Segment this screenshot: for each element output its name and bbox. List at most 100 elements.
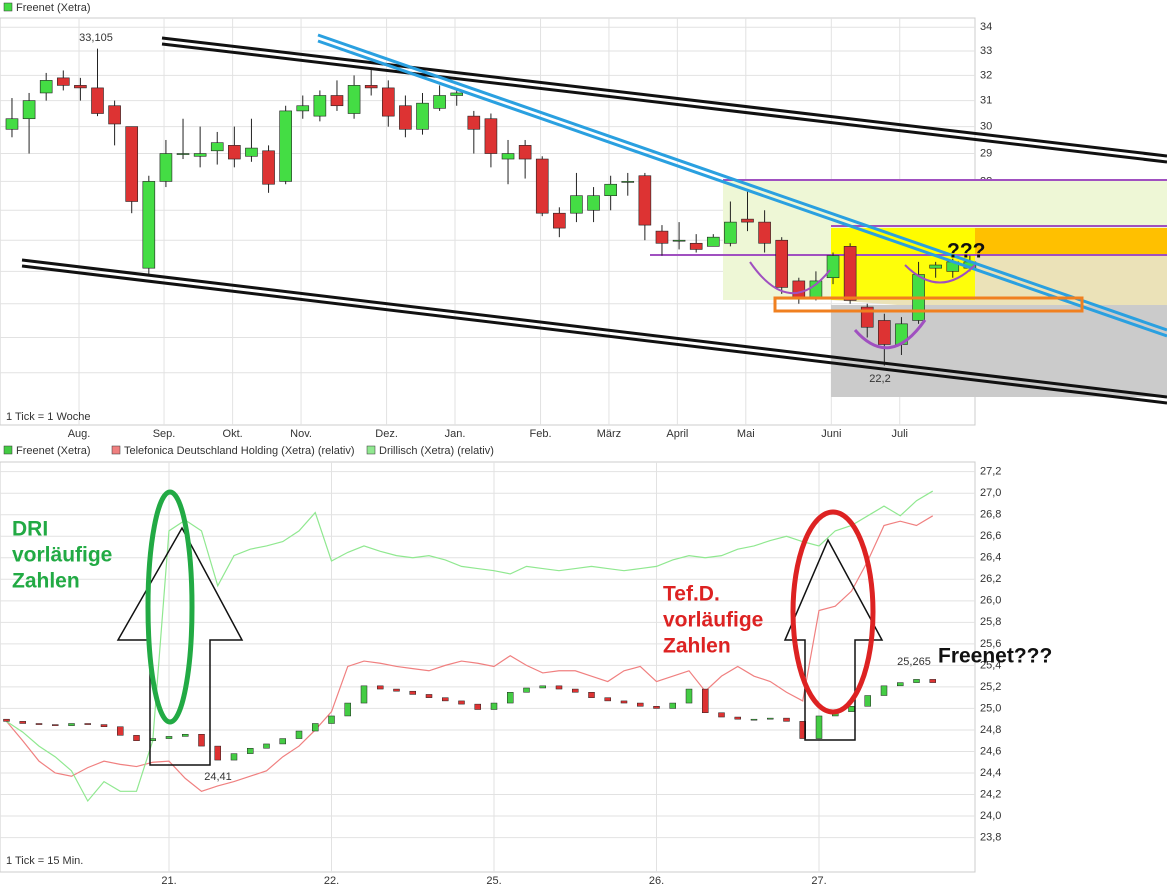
annotation: Zahlen — [12, 570, 80, 593]
candle-body — [214, 745, 221, 761]
x-tick-label: 22. — [324, 875, 339, 887]
candle-body — [296, 105, 310, 112]
bottom-plot-area — [0, 461, 976, 873]
candle-body — [523, 687, 530, 693]
candle-body — [176, 153, 190, 155]
x-tick-label: Mai — [737, 428, 755, 440]
candle-body — [826, 255, 840, 279]
candle-body — [553, 212, 566, 229]
arrow — [783, 538, 884, 741]
legend-swatch — [3, 445, 13, 455]
candle-body — [843, 246, 857, 301]
candle-body — [587, 195, 600, 211]
arrow — [116, 526, 244, 766]
candle-body — [767, 717, 774, 720]
legend-swatch — [111, 445, 121, 455]
x-tick-label: März — [597, 428, 621, 440]
candle-body — [621, 181, 635, 183]
candle-body — [775, 239, 789, 288]
candle-body — [718, 712, 725, 718]
candle-body — [210, 142, 224, 152]
y-tick-label: 24,8 — [980, 724, 1001, 736]
candle-body — [182, 734, 189, 737]
value-label: 24,41 — [204, 771, 232, 783]
candle-body — [724, 221, 737, 244]
y-tick-label: 25,2 — [980, 681, 1001, 693]
arc — [749, 261, 831, 295]
x-tick-label: 26. — [649, 875, 664, 887]
annotation: Zahlen — [663, 635, 731, 658]
y-tick-label: 34 — [980, 21, 992, 33]
candle-body — [409, 690, 416, 695]
candle-body — [518, 145, 532, 160]
candle-body — [880, 685, 888, 696]
candle-body — [792, 280, 806, 298]
candle-body — [328, 715, 335, 724]
candle-body — [588, 692, 595, 698]
candle-body — [913, 679, 920, 683]
trend-line — [317, 33, 1167, 332]
candle-body — [198, 734, 205, 747]
candle-body — [91, 87, 104, 114]
candle-body — [399, 105, 412, 130]
candle-body — [247, 747, 254, 754]
x-tick-label: 25. — [486, 875, 501, 887]
candle-body — [393, 688, 400, 692]
x-tick-label: Juni — [821, 428, 841, 440]
x-tick-label: Sep. — [153, 428, 176, 440]
candle-body — [655, 230, 669, 244]
value-label: 25,265 — [897, 656, 931, 668]
candle-body — [535, 158, 549, 214]
support-box — [773, 296, 1084, 313]
candle-body — [228, 145, 241, 160]
annotation: vorläufige — [663, 609, 763, 632]
candle-body — [425, 694, 433, 698]
candle-body — [474, 703, 481, 710]
candle-body — [620, 700, 628, 704]
arc — [904, 264, 976, 284]
candle-body — [230, 753, 238, 761]
annotation: vorläufige — [12, 544, 112, 567]
legend-entry: Freenet (Xetra) — [16, 2, 91, 14]
candle-body — [19, 721, 26, 724]
x-tick-label: 21. — [161, 875, 176, 887]
x-tick-label: Juli — [891, 428, 908, 440]
channel-line — [21, 264, 1167, 405]
candle-body — [117, 726, 124, 736]
arc — [853, 319, 927, 350]
candle-body — [84, 723, 91, 725]
candle-body — [702, 688, 709, 713]
candle-body — [570, 195, 583, 214]
series-line — [6, 515, 934, 792]
candle-body — [689, 242, 703, 250]
tick-note: 1 Tick = 1 Woche — [6, 411, 90, 423]
y-tick-label: 26,8 — [980, 509, 1001, 521]
y-tick-label: 24,2 — [980, 788, 1001, 800]
candle-body — [35, 723, 43, 725]
candle-body — [344, 702, 351, 717]
value-label: 33,105 — [79, 32, 113, 44]
candle-body — [279, 738, 286, 745]
candle-body — [56, 77, 70, 86]
candle-body — [490, 702, 498, 710]
candle-body — [734, 716, 741, 720]
annotation-zones — [650, 179, 1167, 397]
highlight-ellipse — [145, 489, 195, 725]
y-tick-label: 24,0 — [980, 810, 1001, 822]
candle-body — [638, 175, 652, 226]
channel-line — [161, 36, 1167, 158]
candle-body — [706, 236, 720, 247]
candle-body — [193, 153, 207, 157]
channel-line — [21, 258, 1167, 399]
candle-body — [672, 239, 686, 242]
candle-body — [295, 730, 303, 739]
annotation: Tef.D. — [663, 583, 720, 606]
candle-body — [263, 743, 270, 749]
annotation: DRI — [12, 518, 48, 541]
x-tick-label: April — [666, 428, 688, 440]
candle-body — [450, 92, 464, 96]
candle-body — [39, 80, 53, 94]
legend-entry: Freenet (Xetra) — [16, 445, 91, 457]
candle-body — [262, 150, 275, 185]
y-tick-label: 26,2 — [980, 573, 1001, 585]
